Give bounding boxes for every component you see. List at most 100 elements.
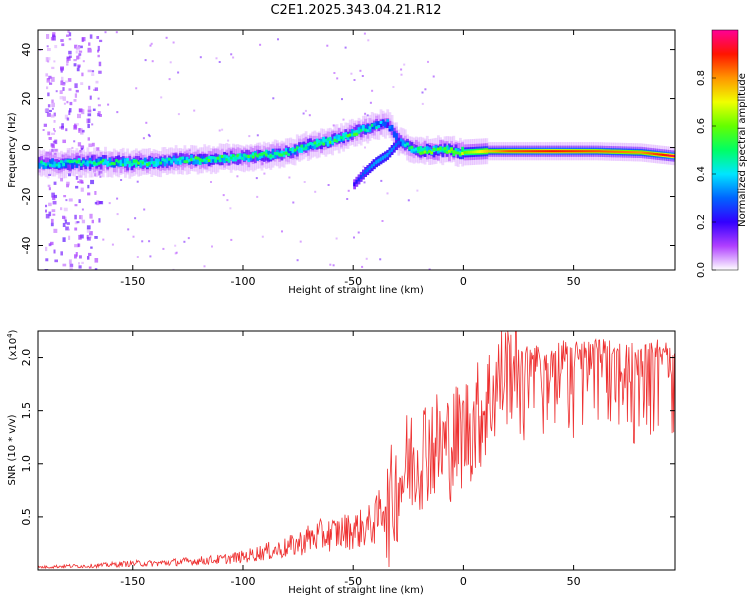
noise-speck: [86, 237, 91, 241]
branch-mark: [355, 179, 358, 184]
ridge-mark: [95, 162, 99, 166]
noise-speck: [94, 258, 99, 263]
noise-speck: [97, 97, 100, 100]
noise-speck: [314, 190, 317, 193]
ridge-mark: [190, 158, 193, 162]
noise-speck: [416, 189, 419, 192]
noise-speck: [150, 42, 153, 45]
noise-speck: [66, 222, 70, 225]
ridge-mark: [315, 144, 319, 148]
noise-speck: [88, 49, 92, 53]
ridge-mark: [293, 148, 297, 155]
ridge-mark: [77, 159, 81, 163]
noise-speck: [432, 75, 435, 78]
ridge-mark: [313, 141, 317, 145]
snr-x-axis-label: Height of straight line (km): [288, 585, 424, 596]
noise-speck: [62, 96, 66, 101]
ridge-mark: [399, 140, 403, 147]
noise-speck: [60, 177, 64, 182]
ridge-mark: [139, 160, 143, 163]
ridge-mark: [392, 131, 396, 135]
noise-speck: [292, 201, 295, 204]
ridge-mark: [430, 151, 434, 155]
ridge-mark: [562, 150, 566, 153]
noise-speck: [50, 241, 54, 246]
noise-speck: [51, 99, 54, 103]
ridge-mark: [655, 153, 658, 156]
noise-speck: [59, 96, 64, 100]
ridge-mark: [351, 129, 354, 135]
ridge-mark: [88, 160, 92, 164]
noise-speck: [218, 129, 221, 132]
noise-speck: [392, 86, 395, 88]
ridge-mark: [511, 150, 515, 153]
noise-speck: [61, 123, 64, 128]
ridge-mark: [181, 156, 185, 163]
ridge-mark: [146, 163, 149, 167]
ridge-mark: [575, 150, 579, 153]
noise-speck: [73, 99, 77, 102]
ridge-mark: [143, 157, 147, 164]
snr-y-ticks: 0.5 1.0 1.5 2.0: [20, 349, 675, 526]
ridge-mark: [251, 155, 255, 159]
noise-speck: [98, 218, 101, 223]
branch-mark: [353, 182, 356, 187]
noise-speck: [136, 180, 139, 183]
ridge-mark: [366, 124, 370, 131]
ridge-mark: [309, 142, 312, 149]
y-tick-label: 40: [20, 43, 33, 57]
ridge-mark: [379, 121, 383, 124]
figure-title: C2E1.2025.343.04.21.R12: [270, 3, 441, 18]
ridge-mark: [348, 133, 352, 137]
noise-speck: [232, 56, 235, 59]
noise-speck: [54, 152, 58, 158]
noise-speck: [77, 64, 81, 68]
ridge-mark: [251, 152, 255, 159]
ridge-mark: [207, 155, 211, 162]
ridge-mark: [399, 138, 403, 142]
ridge-mark: [141, 161, 145, 165]
ridge-mark: [641, 151, 645, 154]
ridge-mark: [227, 156, 231, 160]
ridge-mark: [386, 119, 390, 123]
ridge-mark: [126, 160, 129, 171]
ridge-mark: [630, 151, 634, 154]
ridge-mark: [317, 142, 321, 146]
noise-speck: [350, 72, 353, 75]
noise-speck: [203, 265, 206, 268]
noise-speck: [74, 254, 77, 259]
ridge-mark: [194, 158, 198, 165]
ridge-mark: [456, 151, 460, 155]
ridge-mark: [322, 136, 326, 143]
noise-speck: [86, 228, 91, 233]
noise-speck: [162, 247, 165, 250]
ridge-mark: [664, 154, 667, 157]
colorbar-tick-label: 0.6: [696, 118, 707, 134]
ridge-mark: [500, 150, 504, 153]
ridge-mark: [558, 150, 561, 153]
noise-speck: [87, 109, 92, 113]
noise-speck: [53, 60, 56, 63]
noise-speck: [78, 199, 81, 203]
ridge-mark: [553, 150, 557, 153]
noise-speck: [60, 207, 63, 211]
ridge-mark: [117, 160, 121, 164]
noise-speck: [54, 139, 58, 145]
x-tick-label: -150: [120, 275, 145, 288]
ridge-mark: [139, 161, 143, 168]
noise-speck: [86, 225, 91, 230]
ridge-mark: [271, 155, 275, 158]
ridge-mark: [425, 146, 429, 153]
noise-speck: [86, 118, 89, 124]
noise-speck: [222, 194, 225, 197]
ridge-mark: [267, 154, 270, 158]
ridge-mark: [273, 151, 277, 155]
ridge-mark: [247, 155, 251, 158]
noise-speck: [379, 258, 382, 261]
ridge-mark: [465, 150, 469, 154]
ridge-mark: [547, 150, 550, 153]
noise-speck: [211, 245, 213, 248]
noise-speck: [361, 75, 364, 77]
noise-speck: [371, 159, 374, 162]
noise-speck: [74, 227, 78, 231]
